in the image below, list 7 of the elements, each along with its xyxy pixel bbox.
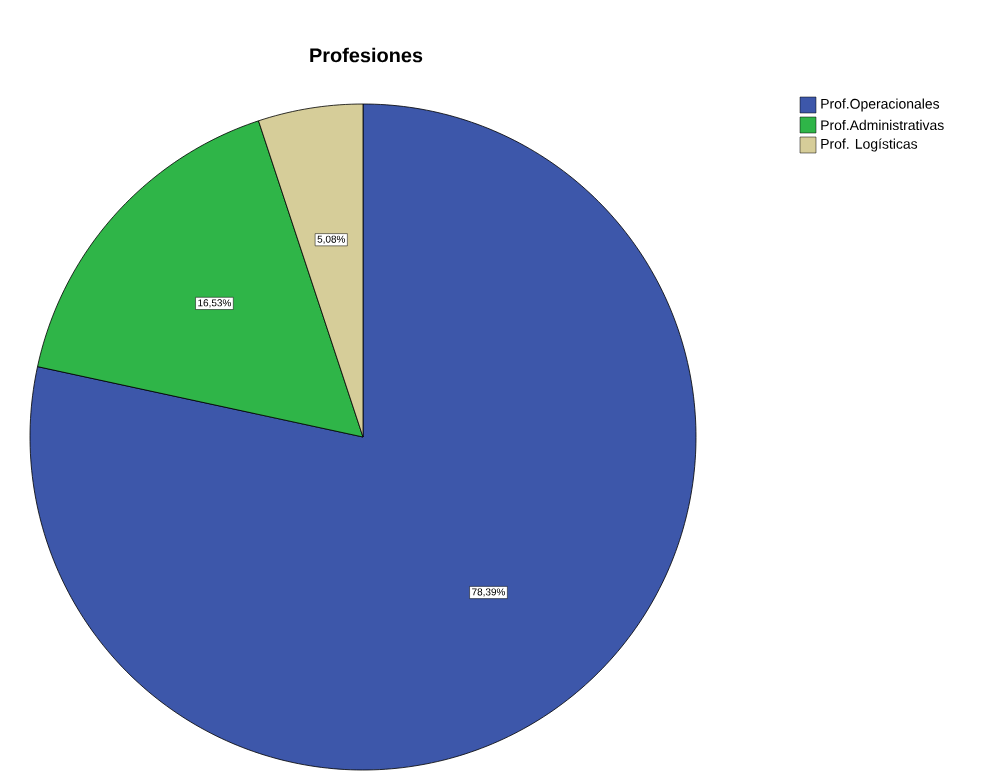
chart-title: Profesiones <box>310 47 423 63</box>
data-label: 78,39% <box>472 588 506 597</box>
legend-label: Prof.Administrativas <box>821 119 944 131</box>
data-label: 16,53% <box>198 299 231 308</box>
legend-label: Prof.Operacionales <box>821 98 940 112</box>
legend-label: Prof. Logísticas <box>821 138 918 152</box>
data-label: 5,08% <box>317 235 346 244</box>
